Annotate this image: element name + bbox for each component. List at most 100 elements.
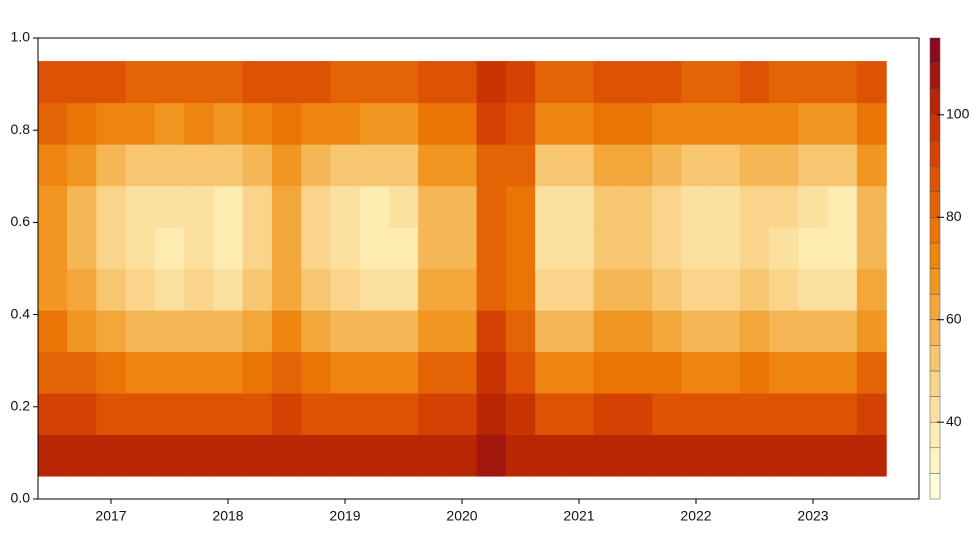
cell [564, 309, 595, 353]
cell [564, 392, 595, 436]
cell [359, 61, 390, 104]
colorbar-band [929, 191, 941, 218]
cell [622, 185, 653, 228]
cell [447, 227, 478, 270]
cell [154, 144, 185, 187]
cell [301, 351, 331, 394]
cell [213, 392, 244, 436]
cell [96, 434, 127, 477]
cell [38, 185, 68, 228]
cell [359, 392, 390, 436]
cell [681, 61, 712, 104]
cell [213, 102, 244, 145]
cell [476, 227, 507, 270]
cell [739, 102, 770, 145]
cell [38, 309, 68, 353]
cell [622, 61, 653, 104]
cell [739, 309, 770, 353]
cell [710, 102, 741, 145]
cell [652, 144, 682, 187]
cell [388, 61, 419, 104]
cell [827, 227, 858, 270]
cell [798, 144, 829, 187]
cell [710, 227, 741, 270]
cell [359, 434, 390, 477]
plot-frame [37, 37, 920, 500]
cell [301, 392, 331, 436]
colorbar-band [929, 293, 941, 320]
cell [388, 434, 419, 477]
cell [827, 144, 858, 187]
cell [67, 268, 97, 311]
cell [301, 268, 331, 311]
cell [38, 102, 68, 145]
x-tick-label: 2022 [680, 508, 711, 524]
cell [652, 309, 682, 353]
cell [652, 102, 682, 145]
cell [330, 227, 361, 270]
cell [242, 227, 273, 270]
cell [564, 351, 595, 394]
cell [388, 227, 419, 270]
cell [184, 434, 214, 477]
cell [418, 61, 448, 104]
cell [330, 102, 361, 145]
cell [710, 61, 741, 104]
cell [593, 434, 624, 477]
cell [710, 144, 741, 187]
cell [710, 268, 741, 311]
colorbar-band [929, 447, 941, 474]
cell [330, 434, 361, 477]
cell [271, 227, 302, 270]
cell [213, 185, 244, 228]
cell [622, 268, 653, 311]
cell [476, 351, 507, 394]
cell [827, 434, 858, 477]
cell [388, 309, 419, 353]
cell [652, 434, 682, 477]
cell [798, 227, 829, 270]
cell [184, 268, 214, 311]
cell [242, 102, 273, 145]
cell [388, 144, 419, 187]
x-tick-label: 2021 [563, 508, 594, 524]
colorbar-tick-label: 40 [946, 413, 962, 429]
cell [476, 102, 507, 145]
cell [856, 61, 887, 104]
cell [125, 144, 156, 187]
cell [564, 185, 595, 228]
cell [67, 434, 97, 477]
cell [505, 309, 536, 353]
cell [67, 61, 97, 104]
cell [535, 434, 565, 477]
cell [96, 309, 127, 353]
cell [242, 61, 273, 104]
y-tick-label: 0.0 [11, 490, 31, 506]
cell [67, 102, 97, 145]
cell [769, 102, 799, 145]
cell [622, 392, 653, 436]
cell [418, 227, 448, 270]
cell [593, 185, 624, 228]
cell [447, 185, 478, 228]
cell [96, 61, 127, 104]
cell [154, 434, 185, 477]
cell [476, 185, 507, 228]
cell [739, 268, 770, 311]
cell [184, 144, 214, 187]
cell [184, 309, 214, 353]
cell [798, 185, 829, 228]
cell [652, 392, 682, 436]
cell [505, 268, 536, 311]
cell [652, 227, 682, 270]
cell [418, 309, 448, 353]
cell [447, 268, 478, 311]
cell [330, 144, 361, 187]
cell [652, 61, 682, 104]
cell [593, 392, 624, 436]
cell [184, 61, 214, 104]
cell [213, 351, 244, 394]
cell [769, 185, 799, 228]
